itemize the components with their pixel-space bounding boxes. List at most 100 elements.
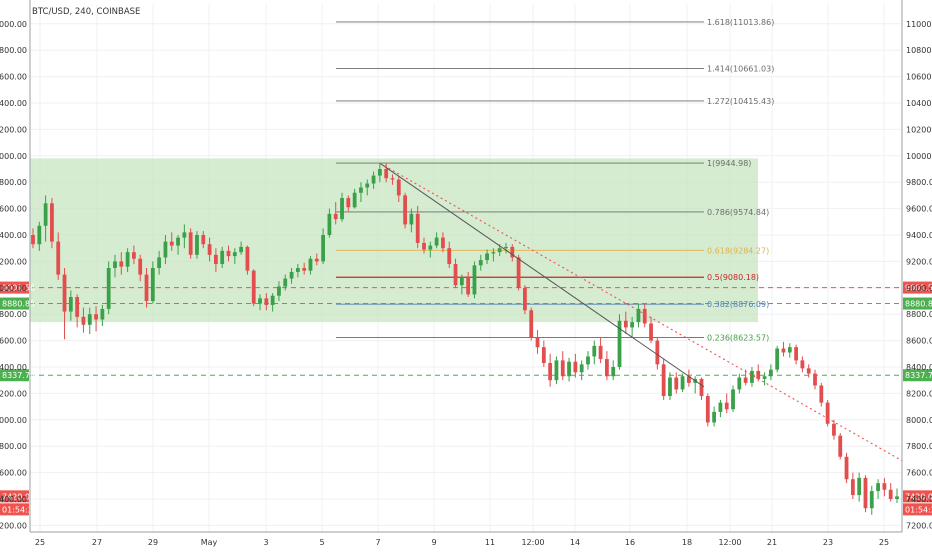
y-tick-label-left: 8600.00 [0,337,27,346]
candle-body [459,277,464,286]
x-tick-label: 11 [485,538,495,547]
candle-body [289,271,294,279]
candle-body [888,489,893,499]
candle-body [699,378,704,397]
candle-body [504,246,508,249]
candle-body [529,310,534,338]
candle-body [220,250,225,265]
candle-body [863,477,868,509]
consolidation-zone [30,158,758,323]
x-tick-label: 5 [319,538,324,547]
candle-body [825,402,830,424]
candle-body [781,348,786,353]
zone-layer [30,158,758,323]
y-tick-label-left: 9000.00 [0,284,27,293]
candle-body [50,203,54,242]
candle-body [195,235,199,255]
price-tag-right-text: 8880.85 [905,300,932,309]
candle-body [649,323,653,341]
fibonacci-layer: 1.618(11013.86) 1.414(10661.03) 1.272(1041… [336,18,774,342]
candle-body [605,359,609,377]
candle-body [359,187,363,193]
y-tick-label-right: 10000.00 [906,152,932,161]
x-tick-label: 9 [431,538,436,547]
trendline-solid [379,162,705,388]
candle-body [125,252,130,267]
candle-body [623,320,628,328]
candle-body [371,175,376,184]
candle-body [453,264,458,286]
candle-body [466,277,471,295]
candle-body [403,195,407,225]
x-tick-label: 29 [148,538,158,547]
x-tick-label: 3 [263,538,268,547]
candle-body [81,316,86,325]
x-tick-label: 27 [92,538,102,547]
candle-body [895,496,899,499]
candle-body [163,241,168,258]
candle-body [768,369,773,377]
candle-body [232,252,237,257]
candle-body [655,340,660,365]
candle-body [270,295,275,305]
fib-level-label: 0.618(9284.27) [707,246,769,255]
candle-body [485,253,489,261]
y-tick-label-left: 10800.00 [0,46,27,55]
x-tick-label: 18 [682,538,692,547]
candle-body [415,213,420,243]
candle-body [182,232,187,238]
candle-body [295,268,300,272]
candle-body [630,322,635,328]
candle-body [169,241,174,246]
candle-body [87,314,92,325]
candle-body [251,270,256,304]
candle-body [731,389,735,410]
y-tick-label-right: 11000.00 [906,20,932,29]
y-tick-label-left: 10000.00 [0,152,27,161]
y-tick-label-left: 9200.00 [0,257,27,266]
candle-body [31,235,35,245]
candle-body [188,232,193,255]
candle-body [201,235,206,245]
candle-body [384,169,389,179]
x-tick-label: 12:00 [521,538,544,547]
candle-body [541,347,546,364]
candle-body [661,364,666,397]
candle-body [157,257,162,268]
candle-body [264,298,269,305]
x-tick-label: 14 [570,538,580,547]
y-tick-label-right: 7400.00 [906,495,932,504]
candle-body [340,198,344,220]
y-tick-label-left: 9600.00 [0,205,27,214]
last-price-label: 7420.01 [2,492,35,501]
candle-body [592,345,597,357]
fib-level-label: 1.414(10661.03) [707,65,774,74]
y-tick-label-right: 8600.00 [906,337,932,346]
price-tag-right-text: 9001.56 [905,284,932,293]
candle-body [642,308,647,324]
candle-body [882,483,887,490]
y-tick-label-left: 8800.00 [0,310,27,319]
trendlines-layer [379,162,903,462]
candle-body [876,483,880,492]
candles-layer [31,163,899,515]
price-tag-left-text: 9001.56 [2,284,35,293]
y-tick-label-right: 7800.00 [906,442,932,451]
y-tick-label-right: 10400.00 [906,99,932,108]
candle-body [441,237,445,249]
candle-body [718,402,723,412]
price-tag-right [903,369,932,382]
countdown-tag-right [903,503,932,516]
candle-body [239,246,244,253]
candle-body [838,435,843,457]
candle-body [434,237,439,246]
y-tick-label-right: 8000.00 [906,416,932,425]
candle-body [598,345,603,360]
y-tick-label-right: 9200.00 [906,257,932,266]
candle-body [62,274,67,312]
candle-body [756,370,761,379]
candle-body [806,368,811,374]
